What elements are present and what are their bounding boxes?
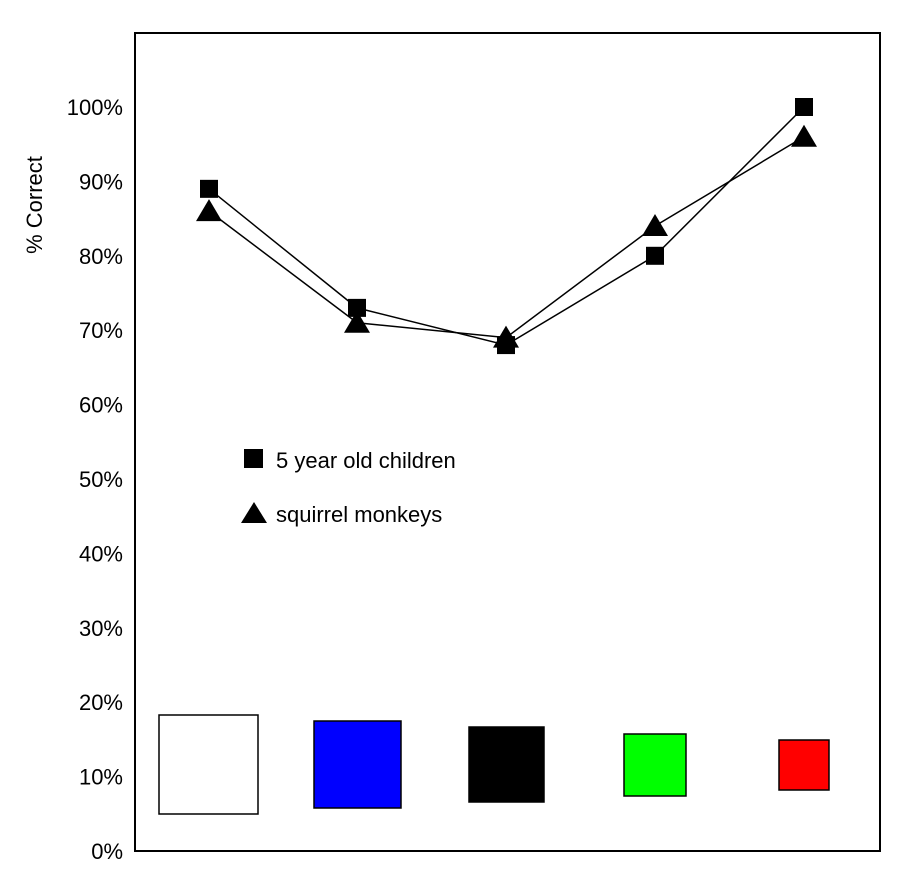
square-marker (795, 98, 813, 116)
series-lines (208, 106, 805, 346)
swatch-black (468, 726, 545, 803)
swatch-red (778, 739, 830, 791)
plot-frame (134, 32, 881, 852)
y-tick-label: 40% (79, 541, 123, 566)
series-line-0 (208, 106, 805, 346)
square-marker (646, 246, 664, 265)
triangle-marker (344, 310, 370, 333)
y-tick-label: 100% (67, 95, 123, 120)
y-tick-label: 0% (91, 839, 123, 864)
series-line-1 (208, 136, 805, 339)
legend-item-monkeys: squirrel monkeys (241, 502, 442, 527)
legend-label-children: 5 year old children (276, 448, 456, 473)
square-marker (348, 298, 366, 317)
triangle-marker (642, 214, 668, 237)
category-swatches (158, 714, 830, 815)
y-tick-label: 60% (79, 393, 123, 418)
y-tick-label: 20% (79, 690, 123, 715)
series-markers (196, 98, 817, 355)
swatch-white (158, 714, 259, 815)
triangle-marker (791, 124, 817, 147)
triangle-marker (493, 325, 519, 348)
y-tick-label: 70% (79, 318, 123, 343)
y-tick-label: 90% (79, 169, 123, 194)
legend-triangle-marker (241, 502, 267, 523)
swatch-blue (313, 720, 402, 809)
y-tick-label: 50% (79, 467, 123, 492)
y-tick-label: 80% (79, 244, 123, 269)
y-axis-label: % Correct (22, 156, 47, 254)
legend-item-children: 5 year old children (244, 448, 456, 473)
legend-square-marker (244, 449, 263, 468)
y-tick-label: 10% (79, 765, 123, 790)
y-tick-labels: 0% 10% 20% 30% 40% 50% 60% 70% 80% 90% 100% (67, 95, 123, 864)
legend-label-monkeys: squirrel monkeys (276, 502, 442, 527)
legend: 5 year old children squirrel monkeys (241, 448, 456, 527)
square-marker (200, 179, 218, 198)
triangle-marker (196, 199, 222, 222)
y-tick-label: 30% (79, 616, 123, 641)
swatch-green (623, 733, 687, 797)
